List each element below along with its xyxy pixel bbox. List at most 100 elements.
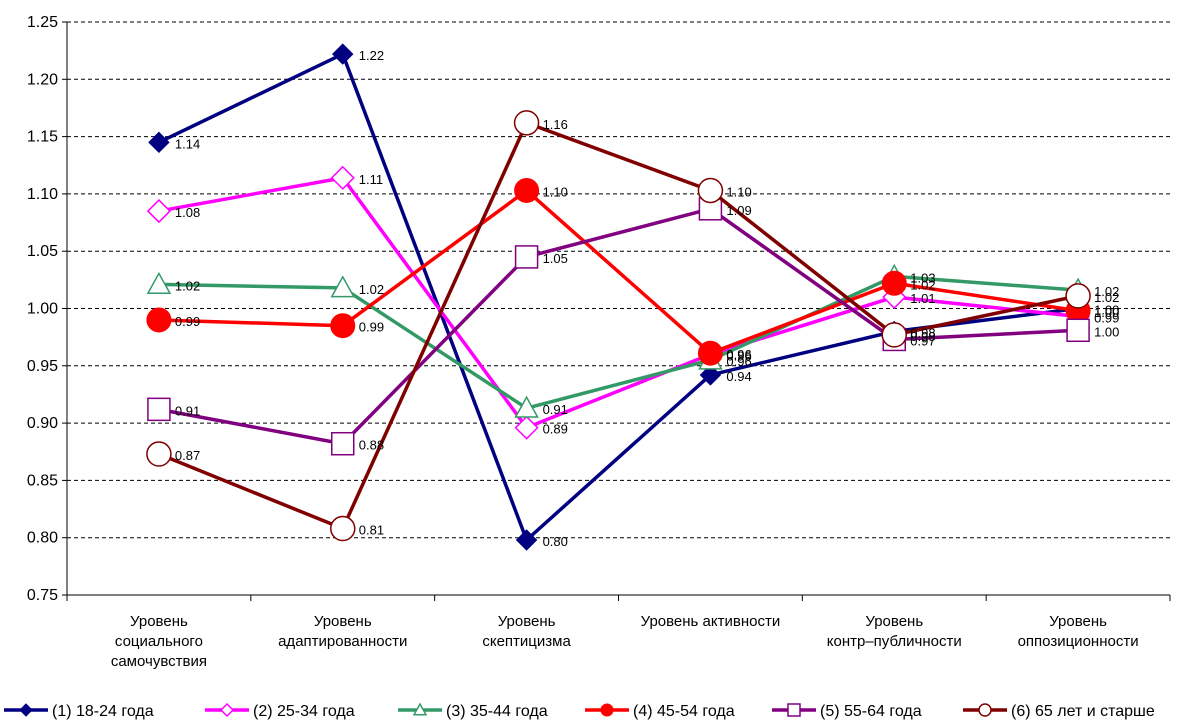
x-category-label-line: Уровень: [498, 613, 556, 630]
x-category-label: Уровень контр–публичности: [827, 613, 962, 650]
data-label: 0.98: [910, 325, 935, 340]
data-point: [330, 275, 356, 298]
legend-item: (4) 45-54 года: [585, 703, 735, 720]
data-point: [514, 245, 539, 269]
series-(1) 18-24 года: [148, 43, 1089, 551]
series-line: [158, 207, 1079, 446]
data-point: [514, 415, 539, 440]
data-point: [146, 441, 172, 467]
y-tick-label: 1.00: [27, 301, 58, 318]
y-tick-label: 0.80: [27, 530, 58, 547]
data-label: 0.80: [543, 534, 568, 549]
legend-item: (3) 35-44 года: [398, 702, 548, 720]
data-label: 1.10: [543, 184, 568, 199]
x-category-label-line: скептицизма: [482, 633, 571, 650]
data-point: [146, 199, 171, 224]
data-point: [148, 131, 170, 154]
x-category-label: Уровень активности: [641, 613, 781, 630]
data-point: [412, 702, 428, 716]
data-labels: 1.14 1.22 0.80 0.94 0.98 1.00 1.08 1.11 0.89 0.96…: [175, 48, 1119, 549]
series-(4) 45-54 года: [146, 177, 1091, 366]
data-label: 0.98: [910, 329, 935, 344]
data-label: 1.09: [726, 203, 751, 218]
legend-item: (6) 65 лет и старше: [963, 703, 1155, 720]
data-label: 0.99: [175, 314, 200, 329]
x-category-label-line: Уровень: [314, 613, 372, 630]
x-category-label: Уровень оппозиционности: [1018, 613, 1139, 650]
x-axis-categories: Уровень социального самочувствия Уровень ада…: [111, 613, 1139, 670]
y-tick-label: 1.20: [27, 71, 58, 88]
data-point: [600, 703, 614, 717]
legend-label: (4) 45-54 года: [633, 703, 735, 720]
data-label: 1.00: [1094, 324, 1119, 339]
data-label: 1.03: [910, 270, 935, 285]
x-category-label-line: самочувствия: [111, 653, 207, 670]
x-category-label-line: Уровень: [130, 613, 188, 630]
data-label: 1.11: [359, 172, 383, 187]
series-line: [158, 274, 1079, 410]
data-point: [332, 43, 354, 65]
data-label: 0.99: [1094, 311, 1119, 326]
data-label: 0.87: [175, 448, 200, 463]
data-label: 1.01: [910, 291, 935, 306]
data-point: [219, 702, 235, 718]
data-point: [514, 395, 539, 418]
legend-item: (1) 18-24 года: [4, 703, 154, 720]
series-(6) 65 лет и старше: [146, 110, 1091, 542]
x-category-label: Уровень социального самочувствия: [111, 613, 207, 670]
legend-item: (5) 55-64 года: [772, 703, 922, 720]
x-category-label-line: адаптированности: [278, 633, 407, 650]
y-axis-ticks: 0.75 0.80 0.85 0.90 0.95 1.00 1.05 1.10 1.15 1.20…: [27, 14, 67, 604]
data-point: [697, 340, 723, 366]
data-label: 1.02: [175, 278, 200, 293]
data-point: [1066, 318, 1090, 343]
x-category-label-line: социального: [115, 633, 203, 650]
data-point: [697, 177, 724, 204]
series-line: [158, 52, 1079, 542]
data-label: 0.97: [910, 333, 935, 348]
legend-item: (2) 25-34 года: [205, 702, 355, 720]
series-(3) 35-44 года: [146, 263, 1091, 418]
y-tick-label: 0.95: [27, 358, 58, 375]
data-label: 1.00: [1094, 305, 1119, 320]
data-point: [331, 431, 355, 456]
data-label: 0.91: [175, 403, 200, 418]
y-tick-label: 1.25: [27, 14, 58, 31]
y-tick-label: 1.10: [27, 186, 58, 203]
data-label: 0.89: [543, 422, 568, 437]
data-label: 1.02: [910, 277, 935, 292]
legend-label: (2) 25-34 года: [253, 703, 355, 720]
data-label: 0.96: [726, 347, 751, 362]
y-tick-label: 1.05: [27, 243, 58, 260]
series-lines: [146, 43, 1091, 551]
x-category-label: Уровень скептицизма: [482, 613, 571, 650]
y-tick-label: 0.85: [27, 472, 58, 489]
data-label: 0.81: [359, 523, 384, 538]
legend-label: (5) 55-64 года: [820, 703, 922, 720]
data-label: 0.96: [726, 348, 751, 363]
data-point: [19, 703, 33, 717]
data-label: 0.94: [726, 369, 751, 384]
data-point: [330, 313, 356, 339]
data-label: 0.99: [359, 320, 384, 335]
x-category-label-line: контр–публичности: [827, 633, 962, 650]
data-point: [978, 703, 992, 717]
data-point: [787, 703, 801, 717]
data-point: [1065, 283, 1091, 309]
data-label: 1.10: [726, 184, 751, 199]
data-point: [881, 270, 907, 296]
data-label: 1.00: [1094, 303, 1119, 318]
legend-label: (3) 35-44 года: [446, 703, 548, 720]
data-point: [147, 397, 171, 422]
data-label: 1.02: [1094, 290, 1119, 305]
x-category-label: Уровень адаптированности: [278, 613, 407, 650]
data-point: [146, 307, 172, 333]
legend-label: (6) 65 лет и старше: [1011, 703, 1155, 720]
data-label: 1.16: [543, 117, 568, 132]
data-point: [881, 322, 907, 348]
data-point: [514, 177, 540, 203]
gridlines: [67, 21, 1170, 539]
data-label: 1.08: [175, 205, 200, 220]
data-label: 0.96: [726, 354, 751, 369]
y-tick-label: 1.15: [27, 129, 58, 146]
